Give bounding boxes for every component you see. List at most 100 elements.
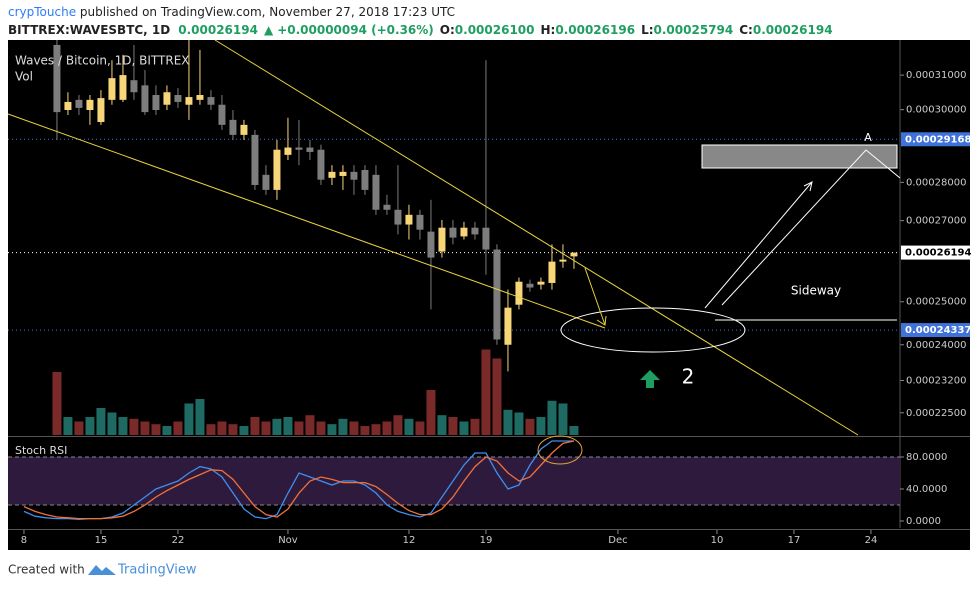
price-label-bg <box>901 245 970 260</box>
brand: TradingView <box>117 563 197 578</box>
x-tick-label: Nov <box>278 535 298 546</box>
x-tick-label: 17 <box>788 535 801 546</box>
candle-body <box>207 97 215 105</box>
candle-body <box>317 149 325 180</box>
candle-body <box>504 307 512 345</box>
candle-body <box>328 171 336 178</box>
volume-bar <box>327 424 337 435</box>
ohlc-value: 0.00025794 <box>654 23 734 37</box>
price-label: 0.00026194 <box>905 248 971 259</box>
price-label: 0.00029168 <box>905 134 971 145</box>
y-tick-label: 0.00025000 <box>906 297 966 308</box>
arrow-head <box>803 181 813 192</box>
ohlc-label: O: <box>440 23 455 37</box>
candle-body <box>361 169 369 190</box>
volume-bar <box>140 421 150 435</box>
candle-body <box>196 94 204 100</box>
arrow <box>721 149 901 306</box>
logo <box>88 565 116 575</box>
candle-body <box>537 281 545 285</box>
arrow-head <box>596 315 607 326</box>
header-line: crypTouche published on TradingView.com,… <box>8 5 455 19</box>
candle-body <box>218 104 226 125</box>
stoch-ellipse <box>537 435 583 465</box>
volume-bar <box>85 417 95 435</box>
x-tick-label: 24 <box>865 535 878 546</box>
candle-body <box>130 80 138 93</box>
volume-bar <box>96 408 106 435</box>
band <box>8 457 900 505</box>
label-sideway: Sideway <box>791 284 841 298</box>
x-tick-label: 8 <box>21 535 27 546</box>
volume-bar <box>151 424 161 435</box>
candle-body <box>548 261 556 283</box>
symbol: BITTREX:WAVESBTC, 1D <box>8 23 170 37</box>
candle-body <box>559 259 567 262</box>
volume-bar <box>74 421 84 435</box>
candle-body <box>416 214 424 230</box>
candle-body <box>372 174 380 210</box>
price-label: 0.00024337 <box>905 325 971 336</box>
volume-bar <box>437 415 447 435</box>
trend-line <box>214 39 859 436</box>
candle-body <box>141 85 149 113</box>
volume-bar <box>492 358 502 435</box>
ohlc-value: 0.00026196 <box>555 23 635 37</box>
volume-bar <box>272 418 282 435</box>
candle-body <box>482 227 490 250</box>
trend-line <box>7 113 606 329</box>
candle-body <box>394 209 402 225</box>
y-tick-label: 0.00023200 <box>906 375 966 386</box>
candle-body <box>185 97 193 105</box>
volume-bar <box>316 421 326 435</box>
candle-body <box>229 119 237 135</box>
volume-bar <box>338 418 348 435</box>
volume-bar <box>349 421 359 435</box>
volume-bar <box>547 400 557 435</box>
arrow <box>704 181 813 309</box>
candle-body <box>460 227 468 237</box>
y-tick-label: 0.00031000 <box>906 70 966 81</box>
candle-body <box>75 99 83 108</box>
volume-bar <box>360 426 370 435</box>
candle-body <box>526 283 534 288</box>
volume-bar <box>173 421 183 435</box>
candle-body <box>306 147 314 152</box>
candle-body <box>86 99 94 110</box>
volume-bar <box>415 421 425 435</box>
volume-bar <box>228 424 238 435</box>
x-tick-label: 19 <box>480 535 493 546</box>
volume-bar <box>184 403 194 435</box>
last: 0.00026194 <box>178 23 258 37</box>
target-box <box>701 144 898 169</box>
candle-body <box>53 44 61 113</box>
volume-bar <box>129 418 139 435</box>
x-tick-label: 22 <box>172 535 185 546</box>
symbol-line: BITTREX:WAVESBTC, 1D 0.00026194 ▲ +0.000000… <box>8 23 833 37</box>
volume-bar <box>404 418 414 435</box>
x-tick-label: Dec <box>608 535 627 546</box>
stoch-line <box>23 440 575 520</box>
x-tick-label: 12 <box>403 535 416 546</box>
candle-body <box>240 124 248 135</box>
candle-body <box>427 231 435 258</box>
stoch-line <box>23 440 574 521</box>
volume-bar <box>217 421 227 435</box>
volume-bar <box>558 403 568 435</box>
price-label-bg <box>901 323 970 338</box>
volume-bar <box>393 415 403 435</box>
x-tick-label: 10 <box>711 535 724 546</box>
candle-body <box>284 147 292 155</box>
up-arrow: ▲ <box>264 23 274 37</box>
volume-bar <box>536 417 546 435</box>
author: crypTouche <box>8 5 76 19</box>
y-tick-label: 0.00024000 <box>906 340 966 351</box>
ohlc-label: C: <box>739 23 753 37</box>
y-tick-label: 0.00028000 <box>906 177 966 188</box>
candle-body <box>64 101 72 110</box>
volume-bar <box>250 417 260 435</box>
volume-bar <box>195 399 205 435</box>
y-tick-label: 0.0000 <box>906 516 941 527</box>
